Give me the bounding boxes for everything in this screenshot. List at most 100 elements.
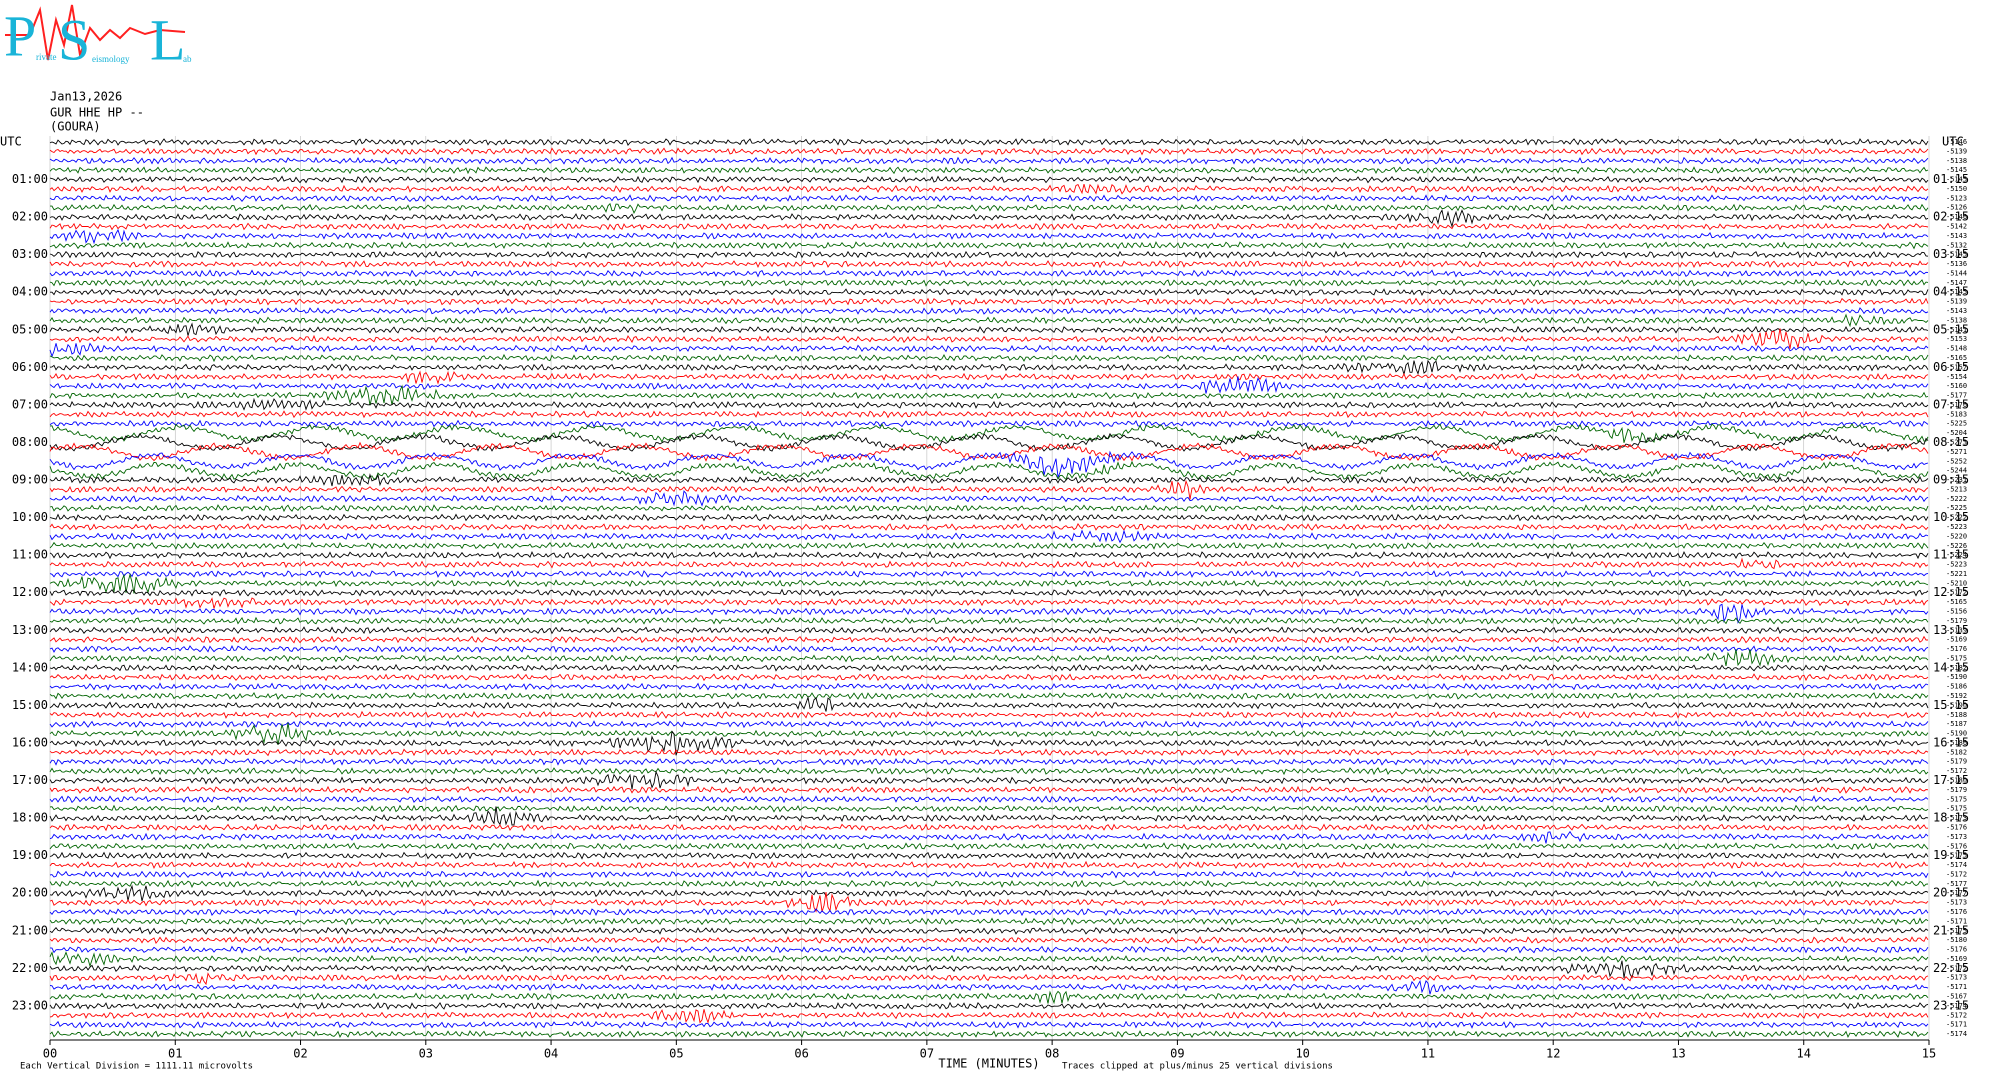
footer-left: Each Vertical Division = 1111.11 microvo…	[20, 1062, 253, 1072]
trace-offset: -5177	[1946, 880, 1967, 888]
trace-offset: -5173	[1946, 974, 1967, 982]
trace-offset: -5175	[1946, 805, 1967, 813]
seismic-trace	[49, 222, 1929, 231]
seismic-trace	[49, 473, 1929, 487]
seismic-trace	[49, 269, 1929, 278]
trace-offset: -5210	[1946, 579, 1967, 587]
trace-offset: -5182	[1946, 664, 1967, 672]
trace-offset: -5175	[1946, 852, 1967, 860]
trace-offset: -5123	[1946, 194, 1967, 202]
trace-offset: -5173	[1946, 833, 1967, 841]
seismic-trace	[49, 450, 1929, 478]
trace-offset: -5179	[1946, 786, 1967, 794]
hour-label-left: 23:00	[12, 998, 48, 1012]
hour-label-left: 01:00	[12, 172, 48, 186]
trace-offset: -5157	[1946, 363, 1967, 371]
logo-small: ab	[183, 54, 192, 64]
hour-label-left: 03:00	[12, 247, 48, 261]
seismic-trace	[49, 1030, 1929, 1039]
trace-offset: -5271	[1946, 448, 1967, 456]
trace-offset: -5171	[1946, 983, 1967, 991]
trace-offset: -5138	[1946, 157, 1967, 165]
seismic-trace	[49, 795, 1929, 804]
seismic-trace	[49, 635, 1928, 644]
trace-offset: -5177	[1946, 889, 1967, 897]
seismic-trace	[49, 730, 1929, 756]
x-tick-label: 11	[1421, 1047, 1435, 1061]
trace-offset: -5148	[1946, 345, 1967, 353]
header-date: Jan13,2026	[50, 90, 122, 104]
hour-label-left: 16:00	[12, 735, 48, 749]
hour-label-left: 15:00	[12, 698, 48, 712]
hour-label-left: 05:00	[12, 322, 48, 336]
x-tick-label: 03	[419, 1047, 433, 1061]
seismic-trace	[49, 328, 1929, 350]
seismic-trace	[49, 879, 1929, 888]
hour-label-left: 19:00	[12, 848, 48, 862]
seismic-trace	[49, 322, 1929, 336]
trace-offset: -5176	[1946, 842, 1967, 850]
hour-label-right: 10:15	[1933, 510, 1969, 524]
trace-offset: -5222	[1946, 514, 1967, 522]
seismic-trace	[49, 917, 1929, 926]
trace-offset: -5136	[1946, 260, 1967, 268]
trace-offset: -5156	[1946, 608, 1967, 616]
trace-offset: -5190	[1946, 701, 1967, 709]
seismic-trace	[49, 804, 1929, 813]
seismic-trace	[49, 370, 1929, 385]
seismic-trace	[49, 695, 1929, 712]
trace-offset: -5165	[1946, 354, 1967, 362]
seismic-trace	[49, 384, 1929, 406]
seismic-trace	[49, 353, 1929, 363]
seismic-trace	[49, 757, 1929, 766]
seismic-trace	[49, 935, 1929, 945]
seismic-trace	[49, 376, 1929, 394]
seismic-trace	[49, 603, 1929, 624]
x-tick-label: 06	[794, 1047, 808, 1061]
trace-offset: -5145	[1946, 288, 1967, 296]
trace-offset: -5273	[1946, 438, 1967, 446]
seismic-trace	[49, 342, 1929, 358]
hour-label-right: 15:15	[1933, 698, 1969, 712]
seismic-trace	[49, 419, 1929, 428]
seismic-trace	[49, 166, 1929, 175]
hour-label-right: 19:15	[1933, 848, 1969, 862]
x-tick-label: 15	[1922, 1047, 1936, 1061]
hour-label-right: 17:15	[1933, 773, 1969, 787]
trace-offset: -5172	[1946, 1011, 1967, 1019]
seismic-trace	[49, 557, 1929, 570]
hour-label-left: 21:00	[12, 923, 48, 937]
trace-offset: -5169	[1946, 955, 1967, 963]
trace-offset: -5160	[1946, 382, 1967, 390]
seismic-trace	[49, 541, 1929, 550]
seismic-trace	[49, 682, 1929, 691]
logo-squiggle	[5, 4, 186, 61]
seismic-trace	[49, 479, 1929, 500]
x-tick-label: 13	[1671, 1047, 1685, 1061]
hour-label-right: 06:15	[1933, 360, 1969, 374]
seismic-trace	[49, 830, 1929, 844]
hour-label-left: 17:00	[12, 773, 48, 787]
x-tick-label: 02	[293, 1047, 307, 1061]
trace-offset: -5244	[1946, 467, 1967, 475]
hour-label-right: 04:15	[1933, 285, 1969, 299]
seismic-trace	[49, 138, 1929, 146]
seismic-trace	[49, 720, 1929, 729]
seismic-trace	[49, 926, 1929, 935]
header-station: GUR HHE HP --	[50, 106, 144, 120]
logo-letter: L	[150, 7, 185, 72]
seismic-trace	[49, 673, 1929, 682]
trace-offset: -5174	[1946, 1030, 1967, 1038]
trace-offset: -5183	[1946, 410, 1967, 418]
x-axis-title: TIME (MINUTES)	[938, 1057, 1039, 1071]
x-tick-label: 14	[1797, 1047, 1811, 1061]
seismic-trace	[50, 202, 1929, 214]
seismic-trace	[49, 597, 1929, 609]
trace-offset: -5226	[1946, 542, 1967, 550]
seismic-trace	[49, 410, 1929, 419]
hour-label-right: 16:15	[1933, 735, 1969, 749]
seismic-trace	[49, 588, 1929, 597]
seismic-trace	[49, 183, 1929, 195]
trace-offset: -5180	[1946, 936, 1967, 944]
x-tick-label: 08	[1045, 1047, 1059, 1061]
